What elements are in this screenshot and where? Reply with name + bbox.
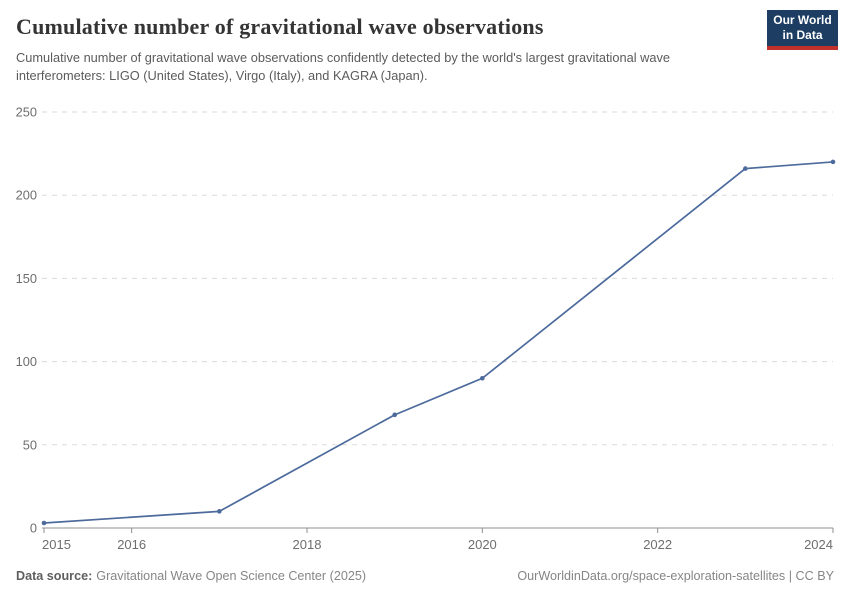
data-source-value[interactable]: Gravitational Wave Open Science Center (… <box>96 569 367 583</box>
y-tick-label: 50 <box>23 437 37 452</box>
data-point-marker[interactable] <box>743 166 748 171</box>
data-source-note: Data source: Gravitational Wave Open Scie… <box>16 569 366 583</box>
y-tick-label: 100 <box>16 354 37 369</box>
attribution-text[interactable]: OurWorldinData.org/space-exploration-sat… <box>517 569 834 583</box>
chart-subtitle: Cumulative number of gravitational wave … <box>16 50 671 84</box>
chart-title: Cumulative number of gravitational wave … <box>16 14 544 39</box>
x-tick-label: 2018 <box>293 537 322 552</box>
x-tick-label: 2016 <box>117 537 146 552</box>
owid-logo-line1: Our World <box>773 13 832 28</box>
data-point-marker[interactable] <box>830 159 836 165</box>
x-tick-label: 2020 <box>468 537 497 552</box>
attribution-link[interactable]: OurWorldinData.org/space-exploration-sat… <box>517 569 834 583</box>
chart-header: Cumulative number of gravitational wave … <box>16 14 750 85</box>
chart-footer: Data source: Gravitational Wave Open Scie… <box>16 569 834 583</box>
data-source-label: Data source: <box>16 569 93 583</box>
x-tick-label: 2024 <box>804 537 833 552</box>
data-series-line <box>43 161 834 524</box>
owid-logo[interactable]: Our World in Data <box>767 10 838 50</box>
data-point-marker[interactable] <box>480 375 485 381</box>
x-tick-label: 2022 <box>643 537 672 552</box>
y-tick-label: 0 <box>30 521 37 536</box>
y-tick-label: 200 <box>16 188 37 203</box>
x-tick-label: 2015 <box>42 537 71 552</box>
data-point-marker[interactable] <box>41 520 47 526</box>
y-tick-label: 250 <box>16 105 37 120</box>
data-point-marker[interactable] <box>217 509 222 514</box>
owid-logo-line2: in Data <box>782 28 823 42</box>
y-tick-label: 150 <box>16 271 37 286</box>
data-point-marker[interactable] <box>392 412 397 418</box>
